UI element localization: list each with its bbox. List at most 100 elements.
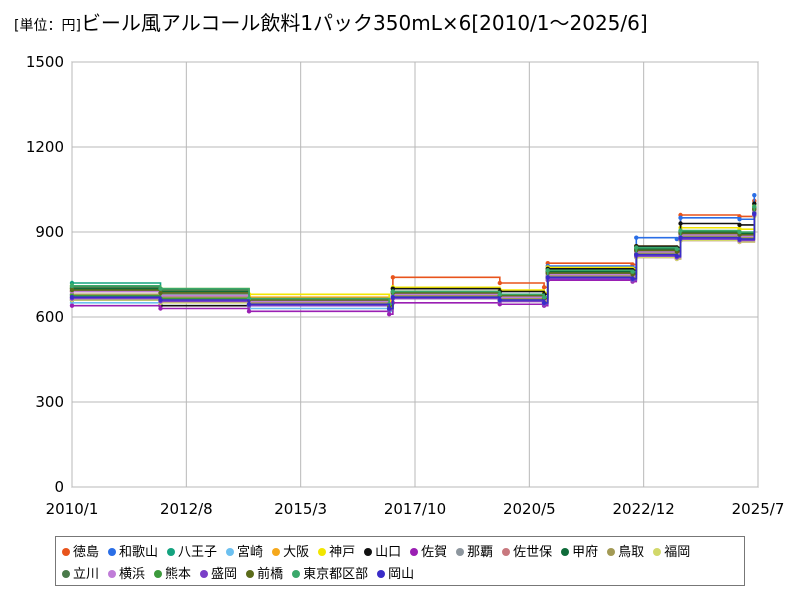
legend-label: 岡山: [388, 567, 415, 582]
data-point: [386, 306, 392, 311]
data-point: [541, 285, 547, 290]
series-layer: [69, 192, 757, 317]
data-point: [634, 245, 639, 250]
data-point: [69, 294, 75, 300]
data-point: [678, 228, 683, 233]
series-20: [69, 211, 757, 311]
legend-label: 横浜: [119, 567, 146, 582]
x-tick-label: 2020/5: [503, 500, 556, 518]
legend-marker: [502, 548, 511, 556]
legend-label: 佐賀: [421, 545, 448, 560]
legend-marker: [246, 570, 255, 578]
data-point: [69, 287, 75, 293]
y-tick-label: 1500: [26, 53, 64, 71]
legend-item: 前橋: [246, 565, 283, 585]
y-tick-label: 0: [54, 478, 64, 496]
x-axis: 2010/1 2012/8 2015/3 2017/10 2020/5 2022/12 20…: [46, 500, 785, 518]
legend-label: 佐世保: [513, 545, 553, 560]
legend-item: 那覇: [456, 543, 493, 563]
data-point: [246, 309, 252, 314]
legend-marker: [607, 548, 616, 556]
legend-label: 和歌山: [119, 545, 159, 560]
x-tick-label: 2012/8: [160, 500, 213, 518]
legend-item: 佐世保: [502, 543, 552, 563]
legend-item: 横浜: [108, 565, 145, 585]
legend-item: 甲府: [561, 543, 598, 563]
legend-marker: [154, 570, 163, 578]
data-point: [678, 221, 683, 226]
legend-marker: [62, 548, 70, 556]
data-point: [158, 306, 163, 311]
data-point: [390, 294, 396, 300]
legend-label: 鳥取: [618, 545, 645, 560]
legend-label: 福岡: [664, 545, 691, 560]
legend-item: 熊本: [154, 565, 191, 585]
grid-layer: [71, 61, 759, 488]
data-point: [634, 235, 639, 240]
data-point: [390, 289, 396, 294]
y-axis: 0 300 600 900 1200 1500: [26, 53, 64, 496]
data-point: [630, 269, 635, 274]
data-point: [634, 252, 639, 257]
legend-marker: [318, 548, 327, 556]
y-tick-label: 1200: [26, 138, 64, 156]
legend-item: 大阪: [272, 543, 309, 563]
legend-marker: [653, 548, 662, 556]
legend-item: 八王子: [167, 543, 217, 563]
data-point: [158, 290, 163, 296]
data-point: [541, 294, 547, 300]
data-point: [497, 292, 503, 297]
legend-marker: [62, 570, 70, 578]
chart-title-text: ビール風アルコール飲料1パック350mL×6[2010/1～2025/6]: [80, 11, 648, 35]
legend-marker: [410, 548, 419, 556]
legend-item: 和歌山: [108, 543, 158, 563]
data-point: [541, 300, 547, 306]
legend-item: 立川: [62, 565, 99, 585]
data-point: [752, 211, 757, 216]
data-point: [497, 297, 503, 303]
data-point: [752, 192, 757, 198]
data-point: [737, 217, 742, 222]
data-point: [545, 275, 550, 280]
data-point: [386, 311, 392, 317]
legend-marker: [456, 548, 465, 556]
legend-item: 佐賀: [410, 543, 447, 563]
data-point: [674, 236, 680, 242]
data-point: [678, 215, 683, 221]
data-point: [630, 276, 635, 281]
legend-label: 立川: [73, 567, 100, 582]
data-point: [678, 235, 683, 240]
legend-marker: [167, 548, 176, 556]
data-point: [497, 280, 503, 286]
data-point: [69, 283, 75, 289]
x-tick-label: 2015/3: [274, 500, 327, 518]
data-point: [158, 297, 163, 303]
data-point: [737, 222, 742, 228]
legend-marker: [108, 548, 117, 556]
legend-label: 宮崎: [237, 545, 264, 560]
legend-label: 徳島: [73, 545, 100, 560]
legend-label: 盛岡: [211, 567, 238, 582]
data-point: [246, 302, 252, 307]
y-tick-label: 900: [35, 223, 64, 241]
x-tick-label: 2010/1: [46, 500, 99, 518]
legend-label: 東京都区部: [303, 567, 369, 582]
data-point: [674, 253, 680, 259]
chart-title-unit: [単位：円]: [14, 18, 81, 34]
legend-item: 盛岡: [200, 565, 237, 585]
data-point: [390, 275, 396, 280]
y-tick-label: 300: [35, 393, 64, 411]
legend-marker: [292, 570, 301, 578]
legend-marker: [377, 570, 386, 578]
data-point: [737, 236, 742, 242]
legend-marker: [108, 570, 117, 578]
data-point: [69, 303, 75, 308]
x-tick-label: 2025/7: [732, 500, 785, 518]
legend-marker: [561, 548, 570, 556]
legend-marker: [364, 548, 373, 556]
legend-marker: [272, 548, 281, 556]
y-tick-label: 600: [35, 308, 64, 326]
legend: 徳島 和歌山 八王子 宮崎 大阪 神戸 山口 佐賀 那覇 佐世保 甲府 鳥取 福岡立川 横浜 熊本 盛岡 前橋 東…: [55, 536, 745, 586]
legend-item: 福岡: [653, 543, 690, 563]
